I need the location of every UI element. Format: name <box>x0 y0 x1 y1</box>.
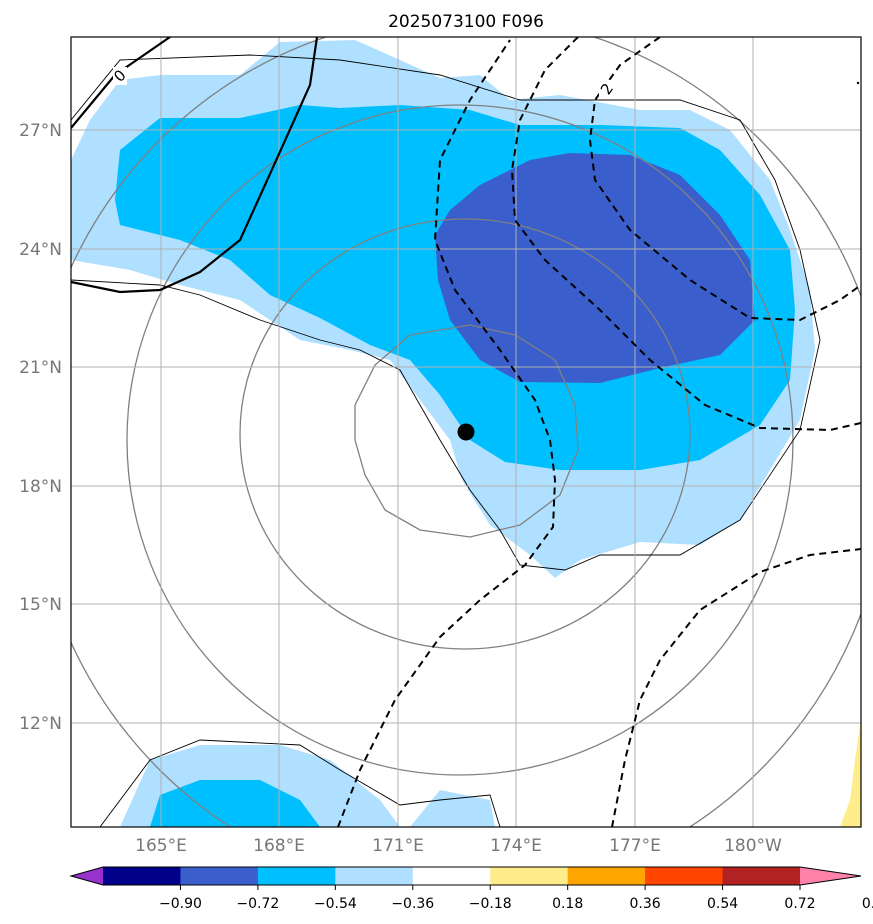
thin-outline <box>71 54 821 827</box>
colorbar-tick-label: 0.72 <box>784 896 815 912</box>
colorbar-extend-low <box>71 867 103 885</box>
contour-label-bg-2 <box>599 80 615 98</box>
colorbar-tick-label: 0.90 <box>862 896 873 912</box>
lat-tick-labels: 27°N 24°N 21°N 18°N 15°N 12°N <box>19 121 62 734</box>
colorbar-cells <box>71 867 861 885</box>
colorbar-tick-label: −0.18 <box>469 896 512 912</box>
lon-label: 177°E <box>609 836 661 856</box>
colorbar-tick-label: 0.36 <box>630 896 661 912</box>
lat-label: 27°N <box>19 121 62 141</box>
fill-positive <box>840 720 861 827</box>
colorbar-cell <box>180 867 259 885</box>
colorbar-cell <box>257 867 336 885</box>
colorbar-ticks: −0.90 −0.72 −0.54 −0.36 −0.18 0.18 0.36 0.54 0.7… <box>159 885 873 912</box>
lat-label: 12°N <box>19 714 62 734</box>
storm-center-marker <box>457 423 475 441</box>
colorbar-extend-high <box>800 867 861 885</box>
colorbar-tick-label: 0.54 <box>707 896 738 912</box>
colorbar-cell <box>722 867 801 885</box>
map-frame <box>70 36 862 828</box>
lat-label: 21°N <box>19 358 62 378</box>
lon-label: 168°E <box>253 836 305 856</box>
graticule <box>71 37 861 827</box>
colorbar-tick-label: −0.72 <box>236 896 279 912</box>
colorbar-cell <box>103 867 181 885</box>
contour-label-bg-0 <box>113 67 127 85</box>
stray-point <box>856 81 860 85</box>
lon-label: 171°E <box>372 836 424 856</box>
colorbar-tick-label: −0.54 <box>314 896 357 912</box>
colorbar-cell <box>412 867 491 885</box>
colorbar-tick-label: −0.36 <box>391 896 434 912</box>
colorbar-tick-label: 0.18 <box>552 896 583 912</box>
lat-label: 15°N <box>19 595 62 615</box>
lat-label: 24°N <box>19 240 62 260</box>
lon-label: 165°E <box>135 836 187 856</box>
colorbar-outline <box>69 866 862 886</box>
map-area <box>71 37 861 827</box>
map-title: 2025073100 F096 <box>388 12 544 32</box>
colorbar-cell <box>645 867 724 885</box>
colorbar-cell <box>567 867 646 885</box>
lon-label: 180°W <box>724 836 782 856</box>
colorbar-tick-label: −0.90 <box>159 896 202 912</box>
lat-label: 18°N <box>19 477 62 497</box>
lon-tick-labels: 165°E 168°E 171°E 174°E 177°E 180°W <box>135 836 782 856</box>
lon-label: 174°E <box>490 836 542 856</box>
colorbar-cell <box>335 867 414 885</box>
colorbar-cell <box>490 867 569 885</box>
colorbar: −0.90 −0.72 −0.54 −0.36 −0.18 0.18 0.36 0.54 0.7… <box>69 866 873 912</box>
